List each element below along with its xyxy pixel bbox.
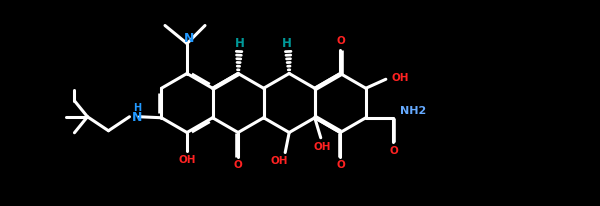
Text: H: H xyxy=(282,37,292,50)
Text: H: H xyxy=(235,37,245,50)
Text: N: N xyxy=(184,32,194,45)
Text: H: H xyxy=(133,103,142,113)
Text: OH: OH xyxy=(314,142,331,152)
Text: NH2: NH2 xyxy=(400,106,426,116)
Text: O: O xyxy=(337,160,346,171)
Text: OH: OH xyxy=(178,156,196,165)
Text: O: O xyxy=(389,146,398,156)
Text: O: O xyxy=(337,35,346,46)
Text: OH: OH xyxy=(391,73,409,83)
Text: N: N xyxy=(132,111,143,124)
Text: O: O xyxy=(234,160,242,171)
Text: OH: OH xyxy=(271,157,288,166)
